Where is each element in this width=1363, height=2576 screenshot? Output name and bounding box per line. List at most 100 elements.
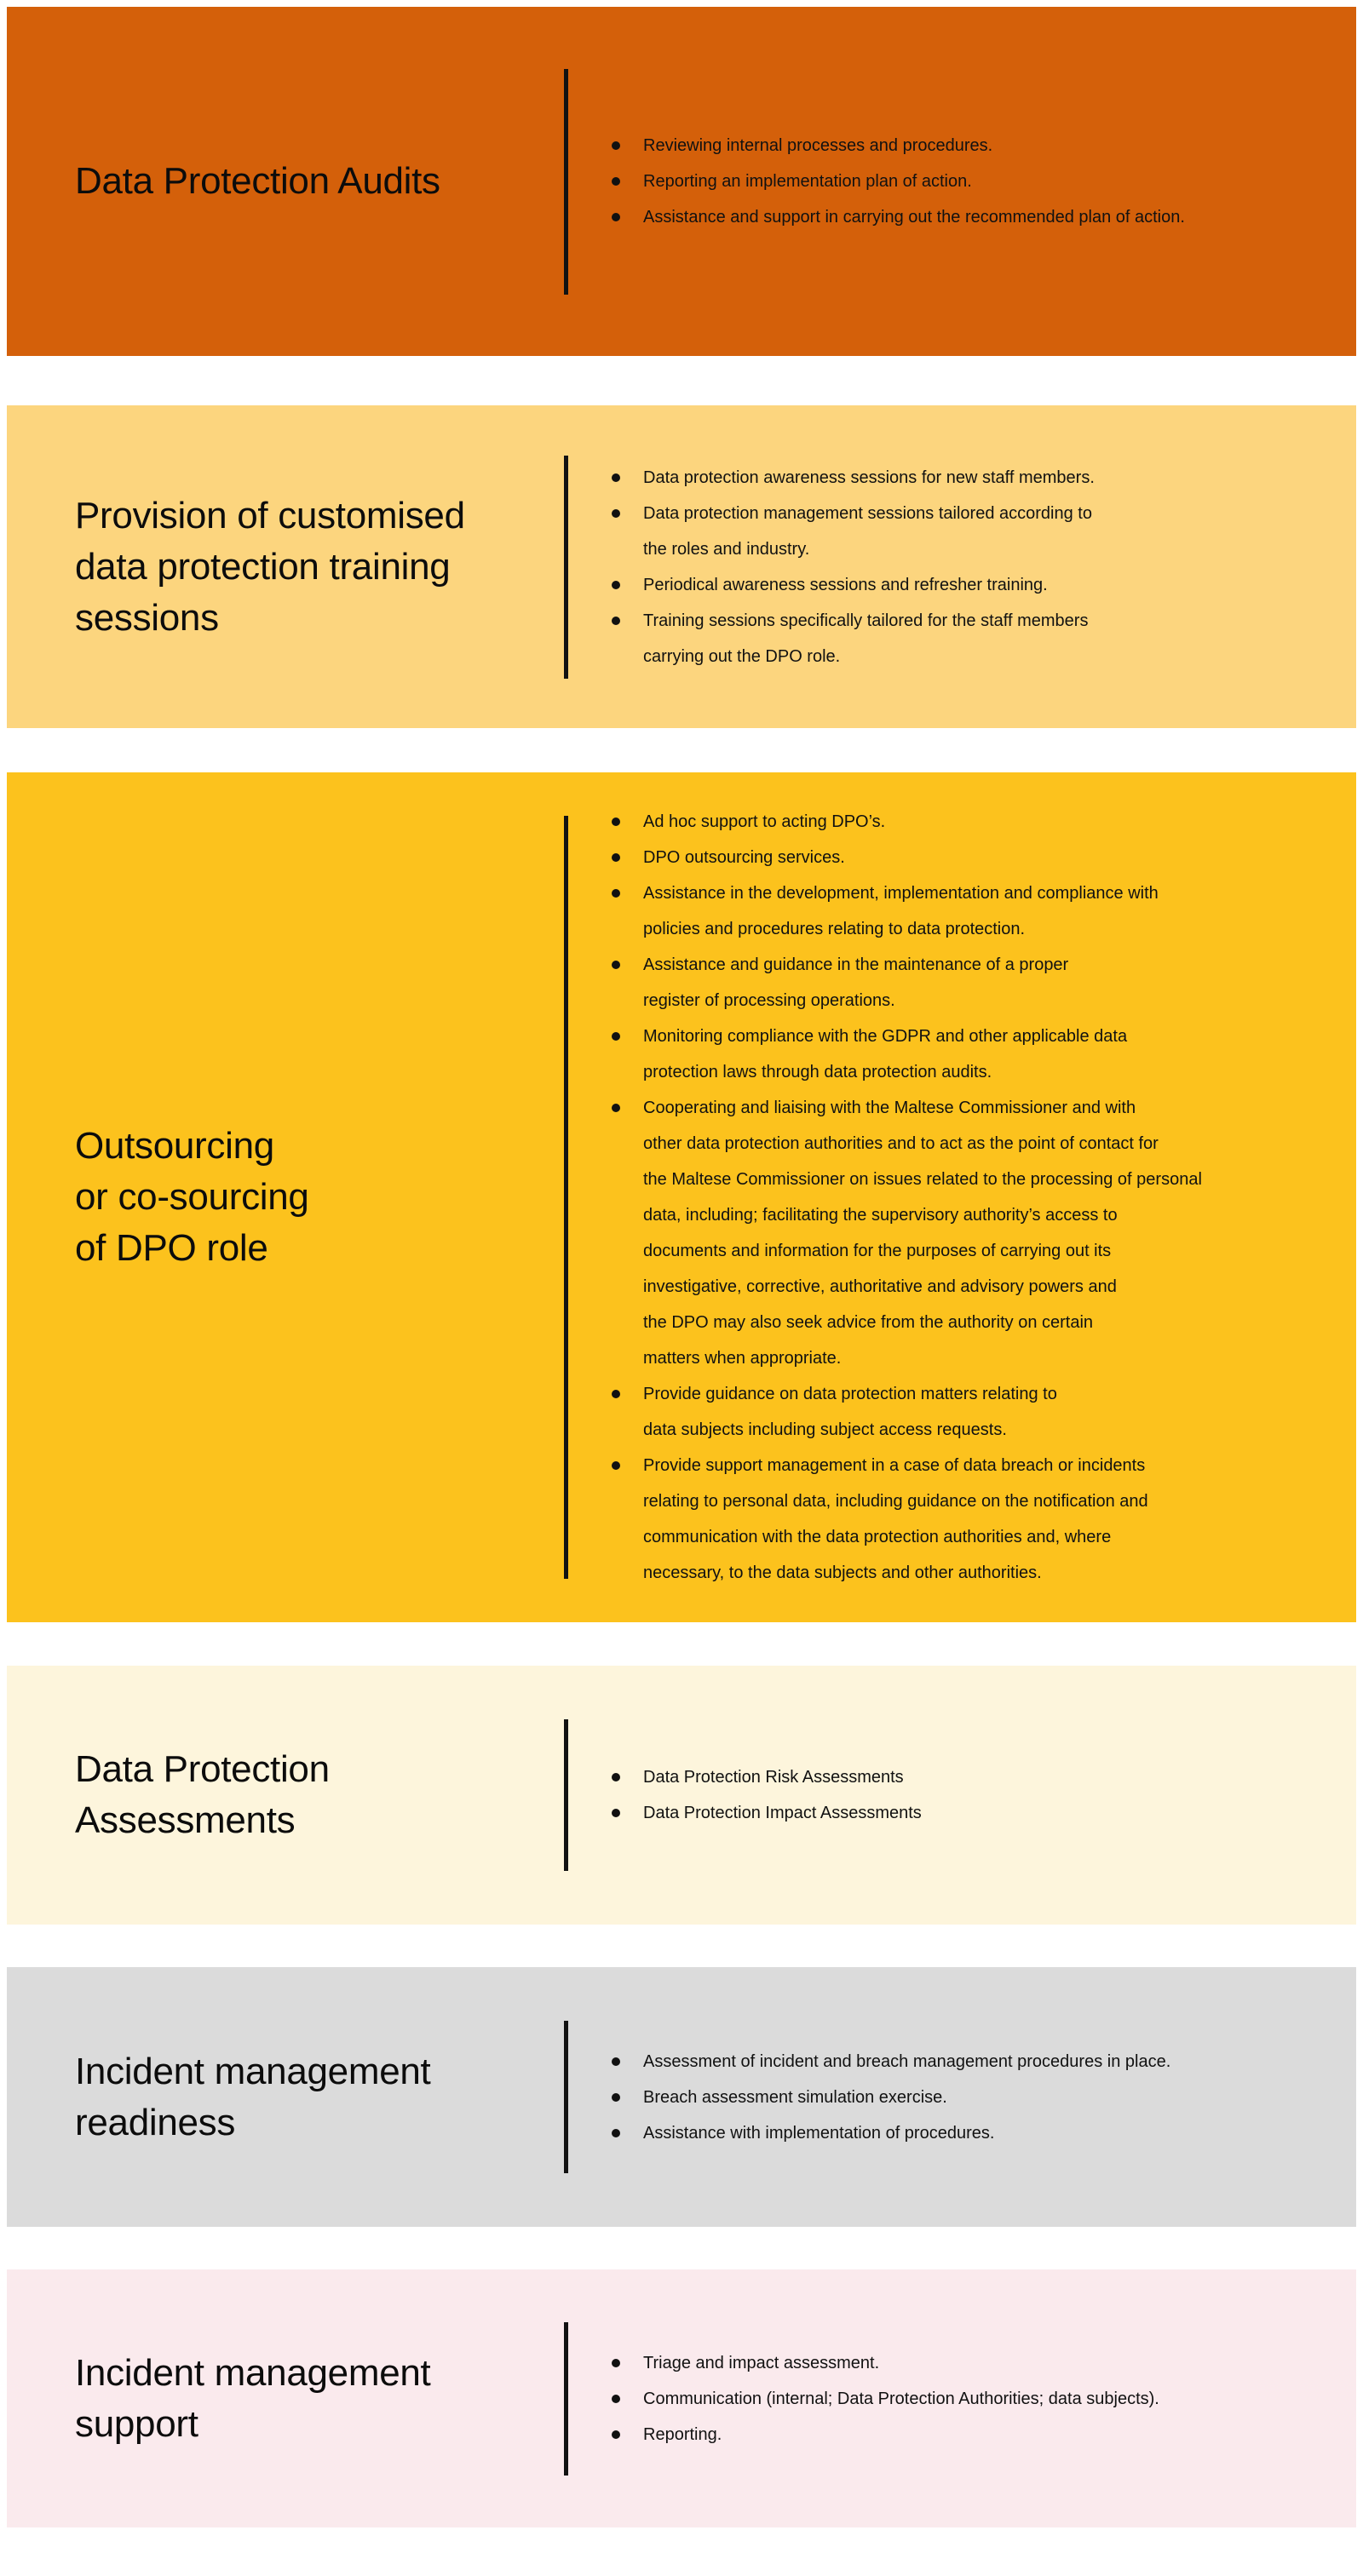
bullet-list: Assessment of incident and breach manage…	[568, 2044, 1356, 2151]
bullet-text: Ad hoc support to acting DPO’s.	[643, 812, 886, 831]
bullet-list: Triage and impact assessment. Communicati…	[568, 2345, 1356, 2453]
bullet-item: Communication (internal; Data Protection…	[612, 2381, 1334, 2417]
section-title-column: Data Protection Audits	[7, 7, 564, 356]
bullet-dot-icon	[612, 616, 620, 625]
section-bullets-column: Data Protection Risk Assessments Data Pro…	[568, 1666, 1356, 1925]
bullet-list: Reviewing internal processes and procedu…	[568, 128, 1356, 235]
bullet-dot-icon	[612, 1809, 620, 1817]
bullet-item: DPO outsourcing services.	[612, 840, 1334, 875]
section-bullets-column: Assessment of incident and breach manage…	[568, 1967, 1356, 2227]
bullet-text: Data protection management sessions tail…	[643, 503, 1092, 559]
bullet-item: Data protection awareness sessions for n…	[612, 460, 1334, 496]
bullet-list: Data protection awareness sessions for n…	[568, 460, 1356, 674]
bullet-dot-icon	[612, 2394, 620, 2403]
bullet-text: Reviewing internal processes and procedu…	[643, 136, 993, 155]
section-bullets-column: Ad hoc support to acting DPO’s. DPO outso…	[568, 772, 1356, 1622]
bullet-item: Assistance and support in carrying out t…	[612, 199, 1334, 235]
bullet-item: Reviewing internal processes and procedu…	[612, 128, 1334, 164]
section-title-column: Data Protection Assessments	[7, 1666, 564, 1925]
bullet-list: Ad hoc support to acting DPO’s. DPO outso…	[568, 804, 1356, 1591]
bullet-item: Breach assessment simulation exercise.	[612, 2080, 1334, 2115]
vertical-divider-bar	[564, 2321, 568, 2476]
section-title-column: Incident management readiness	[7, 1967, 564, 2227]
bullet-item: Training sessions specifically tailored …	[612, 603, 1334, 674]
section-bullets-column: Triage and impact assessment. Communicati…	[568, 2269, 1356, 2527]
bullet-text: Assistance in the development, implement…	[643, 884, 1159, 938]
bullet-item: Cooperating and liaising with the Maltes…	[612, 1090, 1334, 1376]
bullet-item: Monitoring compliance with the GDPR and …	[612, 1018, 1334, 1090]
bullet-text: Assistance with implementation of proced…	[643, 2123, 995, 2143]
vertical-divider-bar	[564, 68, 568, 295]
section-title: Outsourcing or co-sourcing of DPO role	[75, 1125, 309, 1269]
bullet-dot-icon	[612, 1390, 620, 1398]
bullet-text: Communication (internal; Data Protection…	[643, 2389, 1159, 2408]
bullet-text: Assessment of incident and breach manage…	[643, 2051, 1171, 2071]
section-title: Data Protection Audits	[75, 160, 440, 202]
section-card-outsourcing-dpo-role: Outsourcing or co-sourcing of DPO role A…	[7, 772, 1356, 1622]
bullet-text: Periodical awareness sessions and refres…	[643, 575, 1048, 594]
vertical-divider-bar	[564, 455, 568, 679]
bullet-dot-icon	[612, 2358, 620, 2367]
bullet-dot-icon	[612, 818, 620, 826]
bullet-item: Assistance and guidance in the maintenan…	[612, 947, 1334, 1018]
bullet-item: Ad hoc support to acting DPO’s.	[612, 804, 1334, 840]
bullet-dot-icon	[612, 1461, 620, 1470]
bullet-dot-icon	[612, 473, 620, 482]
bullet-text: Triage and impact assessment.	[643, 2353, 880, 2372]
bullet-dot-icon	[612, 1104, 620, 1112]
bullet-item: Reporting an implementation plan of acti…	[612, 164, 1334, 199]
bullet-item: Assessment of incident and breach manage…	[612, 2044, 1334, 2080]
bullet-dot-icon	[612, 961, 620, 969]
section-title-column: Provision of customised data protection …	[7, 405, 564, 728]
bullet-text: Training sessions specifically tailored …	[643, 611, 1089, 666]
section-bullets-column: Data protection awareness sessions for n…	[568, 405, 1356, 728]
bullet-dot-icon	[612, 213, 620, 221]
bullet-text: Provide support management in a case of …	[643, 1456, 1148, 1582]
bullet-text: Reporting an implementation plan of acti…	[643, 172, 972, 191]
section-bullets-column: Reviewing internal processes and procedu…	[568, 7, 1356, 356]
bullet-text: Data Protection Impact Assessments	[643, 1804, 922, 1822]
bullet-text: Provide guidance on data protection matt…	[643, 1385, 1057, 1439]
bullet-item: Data Protection Impact Assessments	[612, 1795, 1334, 1831]
bullet-text: Breach assessment simulation exercise.	[643, 2087, 947, 2107]
section-title: Incident management support	[75, 2351, 431, 2445]
bullet-dot-icon	[612, 1773, 620, 1781]
bullet-dot-icon	[612, 2092, 620, 2102]
bullet-dot-icon	[612, 2430, 620, 2439]
vertical-divider-bar	[564, 816, 568, 1579]
bullet-item: Triage and impact assessment.	[612, 2345, 1334, 2381]
bullet-dot-icon	[612, 177, 620, 186]
bullet-dot-icon	[612, 580, 620, 589]
section-card-incident-management-readiness: Incident management readiness Assessment…	[7, 1967, 1356, 2227]
bullet-item: Data Protection Risk Assessments	[612, 1759, 1334, 1795]
section-title: Provision of customised data protection …	[75, 494, 465, 639]
bullet-item: Provide guidance on data protection matt…	[612, 1376, 1334, 1448]
bullet-dot-icon	[612, 141, 620, 150]
bullet-text: Monitoring compliance with the GDPR and …	[643, 1027, 1128, 1081]
bullet-dot-icon	[612, 853, 620, 862]
bullet-text: DPO outsourcing services.	[643, 848, 845, 867]
bullet-list: Data Protection Risk Assessments Data Pro…	[568, 1759, 1356, 1831]
section-card-incident-management-support: Incident management support Triage and i…	[7, 2269, 1356, 2527]
bullet-item: Periodical awareness sessions and refres…	[612, 567, 1334, 603]
bullet-item: Reporting.	[612, 2417, 1334, 2453]
bullet-dot-icon	[612, 2128, 620, 2137]
section-title: Data Protection Assessments	[75, 1748, 330, 1841]
bullet-text: Reporting.	[643, 2424, 722, 2444]
bullet-item: Assistance in the development, implement…	[612, 875, 1334, 947]
bullet-dot-icon	[612, 889, 620, 898]
bullet-item: Assistance with implementation of proced…	[612, 2115, 1334, 2151]
bullet-item: Data protection management sessions tail…	[612, 496, 1334, 567]
bullet-item: Provide support management in a case of …	[612, 1448, 1334, 1591]
section-title: Incident management readiness	[75, 2050, 431, 2143]
bullet-text: Data protection awareness sessions for n…	[643, 468, 1095, 487]
section-card-data-protection-assessments: Data Protection Assessments Data Protect…	[7, 1666, 1356, 1925]
bullet-dot-icon	[612, 508, 620, 518]
vertical-divider-bar	[564, 2021, 568, 2173]
vertical-divider-bar	[564, 1719, 568, 1871]
section-card-customised-training-sessions: Provision of customised data protection …	[7, 405, 1356, 728]
section-title-column: Incident management support	[7, 2269, 564, 2527]
section-title-column: Outsourcing or co-sourcing of DPO role	[7, 772, 564, 1622]
section-card-data-protection-audits: Data Protection Audits Reviewing interna…	[7, 7, 1356, 356]
